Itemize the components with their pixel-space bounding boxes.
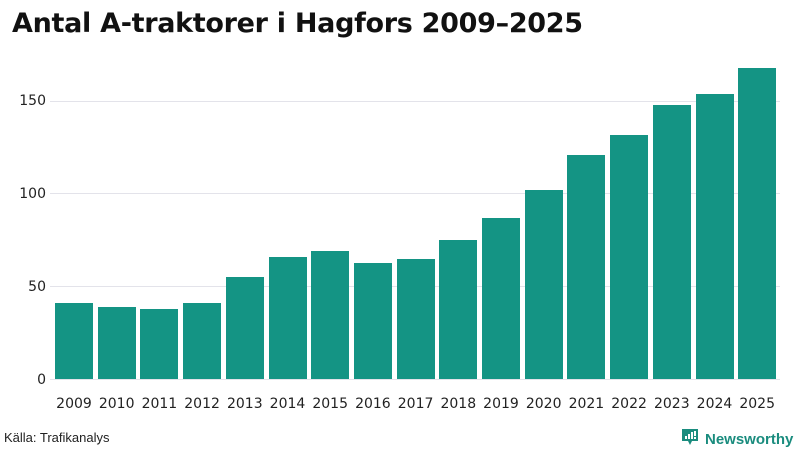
x-tick-label: 2009 (56, 396, 92, 412)
bar-2013 (225, 277, 264, 380)
x-tick-label: 2021 (568, 396, 605, 412)
y-tick-label: 150 (19, 93, 46, 110)
gridline (50, 100, 780, 102)
x-tick-label: 2015 (312, 396, 348, 412)
x-tick-label: 2012 (184, 396, 220, 412)
brand-name: Newsworthy (705, 430, 794, 448)
bar-2021 (567, 154, 606, 380)
x-tick-label: 2022 (611, 396, 647, 412)
x-tick-label: 2016 (355, 396, 391, 412)
bar-2010 (97, 307, 136, 380)
x-tick-label: 2014 (269, 396, 306, 412)
bar-2023 (652, 104, 691, 380)
chart-title: Antal A-traktorer i Hagfors 2009–2025 (12, 8, 583, 39)
brand-logo: Newsworthy (680, 427, 793, 451)
bar-2022 (610, 134, 649, 380)
x-tick-label: 2013 (226, 396, 263, 412)
x-tick-label: 2011 (141, 396, 178, 412)
x-tick-label: 2024 (696, 396, 733, 412)
x-tick-label: 2017 (397, 396, 434, 412)
bar-2015 (311, 251, 350, 380)
x-tick-label: 2020 (525, 396, 562, 412)
bar-2012 (183, 303, 222, 380)
x-tick-label: 2019 (483, 396, 519, 412)
bar-2019 (482, 218, 520, 380)
gridline (50, 379, 780, 380)
y-tick-label: 100 (19, 185, 46, 202)
y-tick-label: 0 (37, 371, 46, 388)
bar-2017 (396, 258, 435, 380)
bar-2011 (140, 308, 179, 380)
x-tick-label: 2018 (440, 396, 477, 412)
source-note: Källa: Trafikanalys (4, 430, 110, 445)
y-tick-label: 50 (28, 278, 46, 295)
bar-2009 (55, 303, 93, 380)
bar-2018 (439, 240, 478, 380)
bar-2016 (353, 262, 392, 380)
bar-2014 (268, 257, 307, 380)
x-tick-label: 2025 (739, 396, 775, 412)
gridline (50, 193, 780, 195)
x-tick-label: 2010 (98, 396, 135, 412)
bar-2024 (695, 93, 734, 380)
x-tick-label: 2023 (653, 396, 690, 412)
newsworthy-logo-icon (680, 427, 700, 451)
bar-2025 (738, 67, 777, 380)
bar-2020 (524, 190, 563, 380)
